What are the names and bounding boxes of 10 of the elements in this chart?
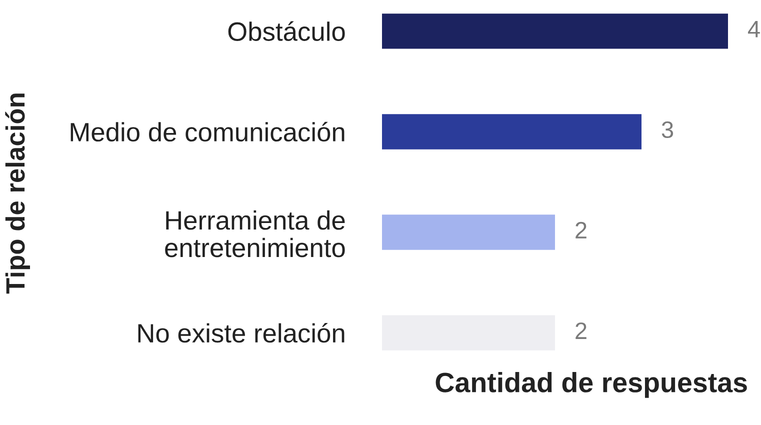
data-label: 2 xyxy=(576,322,586,339)
y-tick-label: Medio de comunicación xyxy=(70,122,344,142)
x-axis-title: Cantidad de respuestas xyxy=(436,372,747,398)
y-tick-label: No existe relación xyxy=(138,322,344,343)
data-label: 4 xyxy=(748,21,760,38)
y-tick-label: Obstáculo xyxy=(228,21,345,41)
data-label: 3 xyxy=(662,121,674,138)
y-axis-title: Tipo de relación xyxy=(5,94,30,294)
data-label: 2 xyxy=(576,222,586,238)
y-tick-label: Herramienta de entretenimiento xyxy=(165,210,345,258)
